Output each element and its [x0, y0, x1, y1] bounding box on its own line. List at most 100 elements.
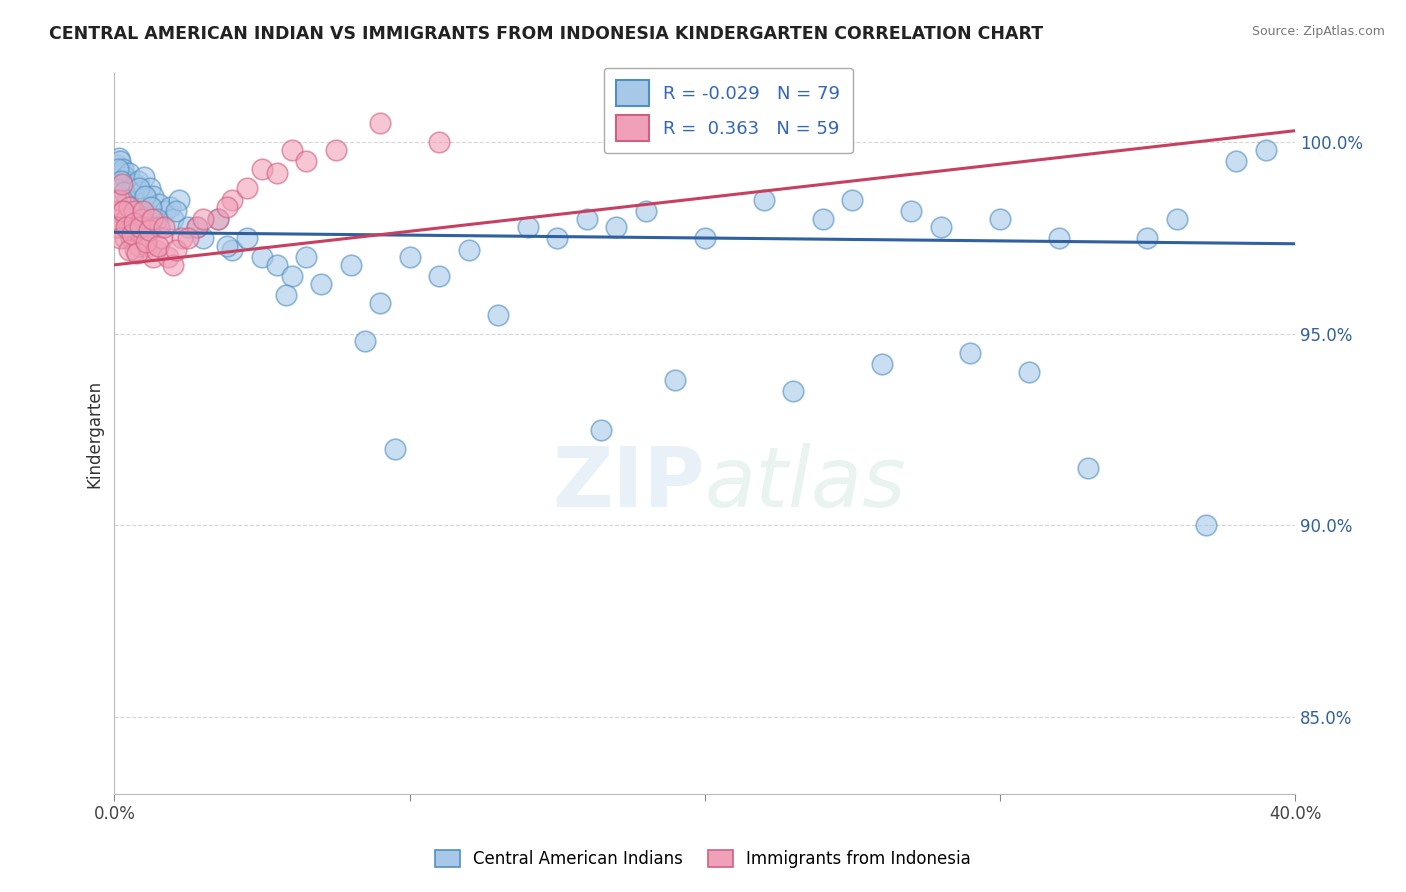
Point	[591, 423, 613, 437]
Point	[108, 219, 131, 234]
Point	[135, 238, 157, 252]
Point	[104, 193, 127, 207]
Point	[135, 235, 157, 249]
Point	[1166, 211, 1188, 226]
Point	[191, 211, 214, 226]
Point	[134, 189, 156, 203]
Point	[1047, 231, 1070, 245]
Point	[112, 185, 135, 199]
Point	[309, 277, 332, 291]
Point	[150, 231, 173, 245]
Point	[280, 269, 302, 284]
Point	[266, 258, 288, 272]
Point	[127, 246, 149, 260]
Point	[811, 211, 834, 226]
Text: CENTRAL AMERICAN INDIAN VS IMMIGRANTS FROM INDONESIA KINDERGARTEN CORRELATION CH: CENTRAL AMERICAN INDIAN VS IMMIGRANTS FR…	[49, 25, 1043, 43]
Point	[1077, 461, 1099, 475]
Point	[139, 181, 162, 195]
Point	[108, 231, 131, 245]
Point	[132, 169, 155, 184]
Point	[782, 384, 804, 399]
Point	[165, 204, 187, 219]
Point	[145, 243, 167, 257]
Point	[221, 243, 243, 257]
Point	[266, 166, 288, 180]
Point	[132, 231, 155, 245]
Point	[457, 243, 479, 257]
Point	[575, 211, 598, 226]
Point	[112, 161, 135, 176]
Point	[354, 334, 377, 349]
Point	[295, 154, 318, 169]
Point	[129, 219, 152, 234]
Point	[105, 158, 128, 172]
Point	[115, 211, 138, 226]
Point	[127, 173, 149, 187]
Point	[215, 200, 238, 214]
Legend: Central American Indians, Immigrants from Indonesia: Central American Indians, Immigrants fro…	[429, 843, 977, 875]
Point	[115, 193, 138, 207]
Point	[486, 308, 509, 322]
Text: Source: ZipAtlas.com: Source: ZipAtlas.com	[1251, 25, 1385, 38]
Point	[114, 231, 136, 245]
Point	[1018, 365, 1040, 379]
Point	[207, 211, 229, 226]
Point	[368, 296, 391, 310]
Point	[427, 269, 450, 284]
Point	[153, 219, 176, 234]
Point	[186, 219, 208, 234]
Point	[221, 193, 243, 207]
Point	[250, 161, 273, 176]
Point	[634, 204, 657, 219]
Point	[929, 219, 952, 234]
Point	[110, 173, 132, 187]
Point	[280, 143, 302, 157]
Point	[125, 204, 148, 219]
Point	[131, 211, 153, 226]
Point	[111, 166, 134, 180]
Point	[120, 231, 142, 245]
Point	[138, 223, 160, 237]
Point	[111, 204, 134, 219]
Point	[274, 288, 297, 302]
Point	[118, 200, 141, 214]
Point	[368, 116, 391, 130]
Point	[124, 243, 146, 257]
Point	[122, 204, 145, 219]
Point	[1225, 154, 1247, 169]
Point	[841, 193, 863, 207]
Point	[121, 181, 143, 195]
Point	[186, 219, 208, 234]
Point	[1136, 231, 1159, 245]
Point	[124, 216, 146, 230]
Point	[114, 219, 136, 234]
Point	[115, 173, 138, 187]
Point	[105, 219, 128, 234]
Point	[117, 223, 139, 237]
Point	[156, 250, 179, 264]
Point	[146, 238, 169, 252]
Point	[191, 231, 214, 245]
Point	[122, 211, 145, 226]
Point	[129, 185, 152, 199]
Point	[215, 238, 238, 252]
Point	[142, 250, 165, 264]
Point	[339, 258, 361, 272]
Point	[153, 204, 176, 219]
Point	[384, 442, 406, 456]
Point	[177, 231, 200, 245]
Point	[605, 219, 627, 234]
Point	[236, 181, 259, 195]
Point	[114, 169, 136, 184]
Point	[105, 204, 128, 219]
Point	[117, 243, 139, 257]
Point	[129, 227, 152, 242]
Point	[165, 243, 187, 257]
Point	[546, 231, 568, 245]
Point	[900, 204, 922, 219]
Point	[139, 219, 162, 234]
Point	[159, 200, 181, 214]
Point	[125, 231, 148, 245]
Point	[111, 178, 134, 192]
Point	[146, 211, 169, 226]
